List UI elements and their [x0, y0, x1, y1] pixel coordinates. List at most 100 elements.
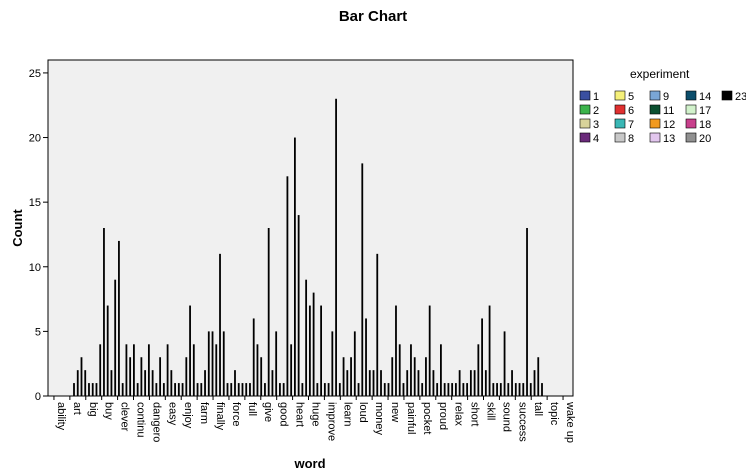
- bar: [174, 383, 176, 396]
- x-tick-label: give: [262, 402, 274, 422]
- bar: [323, 383, 326, 396]
- bar: [338, 383, 341, 396]
- bar: [177, 383, 180, 396]
- bar: [125, 344, 128, 396]
- bar: [425, 357, 427, 396]
- bar: [290, 344, 293, 396]
- bar: [293, 137, 296, 397]
- bar: [249, 383, 251, 396]
- bar: [526, 228, 528, 396]
- bar: [196, 383, 199, 396]
- bar: [286, 176, 289, 396]
- bar: [499, 383, 502, 396]
- bar: [395, 305, 397, 396]
- bar: [320, 305, 323, 396]
- bar: [511, 370, 513, 396]
- bar: [185, 357, 188, 396]
- x-tick-label: continu: [135, 402, 147, 437]
- x-tick-label: clever: [119, 402, 131, 432]
- bar: [346, 370, 349, 396]
- bar: [200, 383, 203, 396]
- bar: [140, 357, 143, 396]
- bar: [331, 331, 334, 396]
- y-tick-label: 20: [29, 133, 41, 145]
- legend-swatch: [721, 90, 733, 101]
- bar: [234, 370, 236, 396]
- bar: [241, 383, 244, 396]
- bar: [222, 331, 225, 396]
- legend-label: 14: [699, 91, 711, 103]
- x-tick-label: short: [469, 402, 481, 426]
- bar: [316, 383, 319, 396]
- bar: [383, 383, 386, 396]
- bar: [507, 383, 510, 396]
- bar: [518, 383, 521, 396]
- bar: [335, 98, 337, 397]
- legend-swatch: [614, 104, 626, 115]
- bar: [147, 344, 150, 396]
- bar: [162, 383, 165, 396]
- x-tick-label: new: [389, 402, 401, 422]
- bars-group: [73, 98, 543, 397]
- bar: [76, 370, 79, 396]
- legend-swatch: [649, 118, 661, 129]
- bar: [159, 357, 162, 396]
- legend-swatch: [649, 104, 661, 115]
- bar: [118, 240, 120, 396]
- bar: [361, 163, 364, 396]
- bar: [170, 370, 173, 396]
- bar: [477, 344, 480, 396]
- x-tick-label: huge: [310, 402, 322, 426]
- bar: [372, 370, 375, 396]
- x-tick-label: improve: [325, 402, 337, 441]
- bar: [466, 383, 469, 396]
- bar: [110, 370, 113, 396]
- x-tick-label: full: [246, 402, 258, 416]
- bar: [327, 383, 330, 396]
- bar: [447, 383, 450, 396]
- bar: [391, 357, 394, 396]
- x-tick-label: dangero: [150, 402, 162, 442]
- y-tick-label: 10: [29, 262, 41, 274]
- x-tick-label: wake up: [564, 401, 576, 443]
- bar: [204, 370, 206, 396]
- bar: [368, 370, 371, 396]
- x-tick-label: finally: [214, 402, 226, 431]
- x-tick-label: skill: [485, 402, 497, 420]
- x-axis-label: word: [293, 456, 325, 471]
- bar: [230, 383, 233, 396]
- bar: [350, 357, 352, 396]
- bar: [342, 357, 345, 396]
- bar: [73, 383, 75, 396]
- x-axis-ticks: ability art big buy clever continu dangero easy…: [53, 396, 576, 443]
- bar: [219, 253, 221, 396]
- legend-label: 13: [663, 133, 675, 145]
- bar: [387, 383, 390, 396]
- bar: [380, 370, 382, 396]
- bar: [406, 370, 409, 396]
- legend-swatch: [579, 132, 591, 143]
- bar: [398, 344, 401, 396]
- legend-swatch: [614, 132, 626, 143]
- legend-label: 3: [593, 119, 599, 131]
- legend-label: 4: [593, 133, 599, 145]
- bar: [256, 344, 259, 396]
- x-tick-label: enjoy: [182, 402, 194, 429]
- legend-swatch: [579, 118, 591, 129]
- legend-label: 12: [663, 119, 675, 131]
- bar: [88, 383, 90, 396]
- bar: [129, 357, 132, 396]
- bar: [99, 344, 102, 396]
- x-tick-label: big: [87, 402, 99, 417]
- bar: [275, 331, 278, 396]
- bar: [481, 318, 483, 396]
- legend-swatch: [685, 104, 697, 115]
- x-tick-label: relax: [453, 402, 465, 426]
- bar: [421, 383, 424, 396]
- bar: [245, 383, 248, 396]
- legend-title: experiment: [630, 67, 690, 81]
- bar: [357, 383, 360, 396]
- bar: [410, 344, 412, 396]
- bar: [297, 215, 300, 396]
